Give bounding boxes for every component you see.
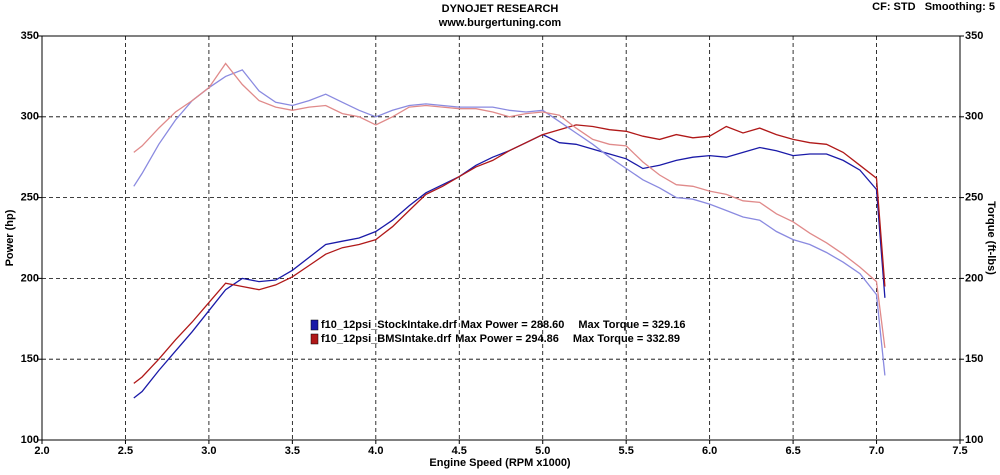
x-tick-label: 5.0 <box>535 445 550 457</box>
y2-tick-label: 300 <box>965 111 983 123</box>
x-tick-label: 4.0 <box>368 445 383 457</box>
y-tick-label: 150 <box>21 353 39 365</box>
legend-max-power: Max Power = 294.86 <box>455 333 559 345</box>
legend-name: f10_12psi_StockIntake.drf <box>321 319 457 331</box>
legend-swatch <box>310 333 319 345</box>
y-tick-label: 100 <box>21 434 39 446</box>
legend-max-torque: Max Torque = 329.16 <box>578 319 685 331</box>
y2-tick-label: 150 <box>965 353 983 365</box>
y2-tick-label: 100 <box>965 434 983 446</box>
plot-frame <box>41 35 961 441</box>
power-line <box>133 133 886 399</box>
y2-tick-label: 350 <box>965 30 983 42</box>
legend-name: f10_12psi_BMSIntake.drf <box>321 333 452 345</box>
chart-subtitle: www.burgertuning.com <box>438 17 562 29</box>
y-tick-label: 350 <box>21 30 39 42</box>
power-line <box>133 124 886 384</box>
y-axis-label: Power (hp) <box>4 209 16 266</box>
y2-tick-label: 200 <box>965 272 983 284</box>
x-tick-label: 3.0 <box>201 445 216 457</box>
x-tick-label: 2.0 <box>34 445 49 457</box>
corner-note: CF: STD Smoothing: 5 <box>872 1 995 13</box>
legend-swatch <box>310 319 319 331</box>
torque-line <box>133 69 886 376</box>
x-tick-label: 3.5 <box>285 445 300 457</box>
legend-max-power: Max Power = 288.60 <box>461 319 565 331</box>
x-tick-label: 4.5 <box>452 445 467 457</box>
y-tick-label: 250 <box>21 192 39 204</box>
x-tick-label: 2.5 <box>118 445 133 457</box>
torque-line <box>133 62 886 348</box>
y2-tick-label: 250 <box>965 192 983 204</box>
x-tick-label: 7.0 <box>869 445 884 457</box>
y-tick-label: 300 <box>21 111 39 123</box>
y2-axis-label: Torque (ft-lbs) <box>985 201 997 275</box>
chart-title: DYNOJET RESEARCH <box>442 3 559 15</box>
x-tick-label: 7.5 <box>952 445 967 457</box>
x-axis-label: Engine Speed (RPM x1000) <box>429 457 571 469</box>
x-tick-label: 6.0 <box>702 445 717 457</box>
x-tick-label: 6.5 <box>785 445 800 457</box>
legend-max-torque: Max Torque = 332.89 <box>573 333 680 345</box>
y-tick-label: 200 <box>21 272 39 284</box>
x-tick-label: 5.5 <box>619 445 634 457</box>
